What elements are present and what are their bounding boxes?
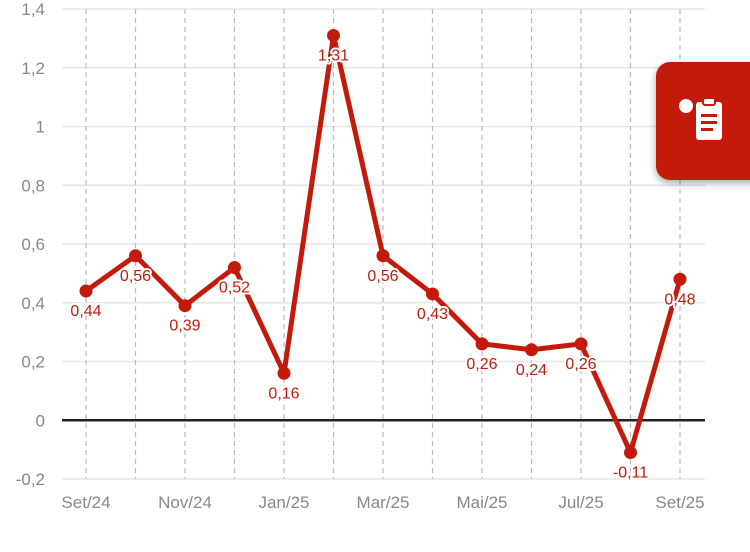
x-tick-label: Jan/25 [258,493,309,512]
data-label: -0,11 [613,465,648,482]
data-point [525,343,538,357]
data-label: 0,52 [219,280,250,297]
data-label: 0,24 [516,362,547,379]
data-point [673,272,687,286]
y-tick-label: 1,2 [21,59,45,78]
data-point [624,446,637,460]
data-label: 0,16 [268,385,299,402]
data-label: 0,39 [169,318,200,335]
x-tick-label: Mar/25 [357,493,410,512]
data-point [327,28,340,42]
y-axis-tick-labels: -0,2 0 0,2 0,4 0,6 0,8 1 1,2 1,4 [16,0,45,489]
y-tick-label: 1 [36,118,45,137]
vertical-gridlines [85,9,681,479]
x-tick-label: Set/24 [61,493,110,512]
data-point [376,249,390,263]
data-label: 1,31 [318,47,349,64]
data-labels: 0,44 0,56 0,39 0,52 0,16 1,31 0,56 0,43 0,26 0,24… [68,45,697,483]
y-tick-label: 0 [36,411,45,430]
x-tick-label: Mai/25 [456,493,507,512]
data-point [426,287,439,301]
data-label: 0,48 [664,291,695,308]
x-tick-label: Jul/25 [558,493,603,512]
data-label: 0,44 [70,303,101,320]
x-axis-tick-labels: Set/24 Nov/24 Jan/25 Mar/25 Mai/25 Jul/25 Set/… [61,493,704,512]
y-tick-label: 0,2 [21,353,45,372]
y-tick-label: 1,4 [21,0,45,19]
data-point [129,249,142,263]
clipboard-report-icon [679,97,722,140]
data-label: 0,56 [367,268,398,285]
data-point [574,337,588,351]
data-point [228,261,241,274]
y-tick-label: -0,2 [16,470,45,489]
x-tick-label: Nov/24 [158,493,212,512]
data-label: 0,56 [120,268,151,285]
data-label: 0,26 [565,356,596,373]
data-point [475,337,489,351]
data-points [79,28,687,460]
data-label: 0,43 [417,306,448,323]
report-button[interactable] [656,62,750,180]
data-label: 0,26 [466,356,497,373]
data-point [79,284,93,298]
y-tick-label: 0,4 [21,294,45,313]
y-tick-label: 0,8 [21,176,45,195]
data-point [277,366,291,380]
data-point [178,299,192,313]
x-tick-label: Set/25 [655,493,704,512]
y-tick-label: 0,6 [21,235,45,254]
